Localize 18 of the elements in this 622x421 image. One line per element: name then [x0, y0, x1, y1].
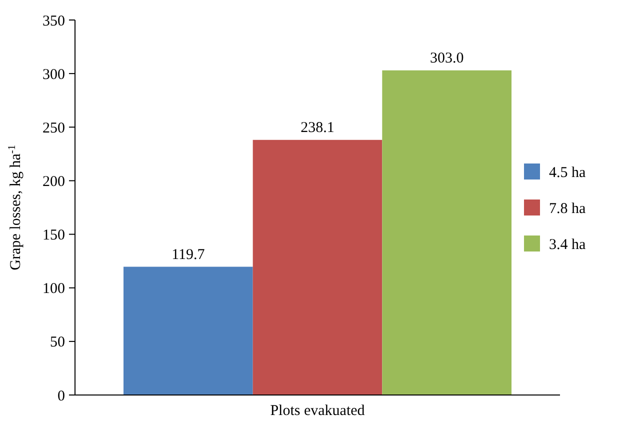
- y-tick-label: 200: [42, 174, 65, 190]
- y-tick-label: 350: [42, 13, 65, 30]
- y-tick-label: 100: [42, 281, 65, 298]
- y-tick-label: 150: [42, 228, 65, 244]
- data-label: 119.7: [172, 246, 206, 263]
- legend-label: 7.8 ha: [549, 200, 586, 217]
- x-axis-title: Plots evakuated: [270, 403, 366, 419]
- bar: [124, 266, 253, 395]
- y-tick-label: 0: [58, 388, 65, 404]
- legend-label: 4.5 ha: [549, 164, 586, 181]
- y-tick-label: 250: [42, 120, 65, 136]
- data-label: 238.1: [300, 120, 334, 136]
- bar: [252, 140, 382, 395]
- data-label: 303.0: [430, 50, 464, 66]
- bar: [382, 70, 512, 395]
- y-tick-label: 300: [42, 66, 65, 83]
- legend-label: 3.4 ha: [549, 236, 586, 253]
- y-tick-label: 50: [50, 334, 65, 351]
